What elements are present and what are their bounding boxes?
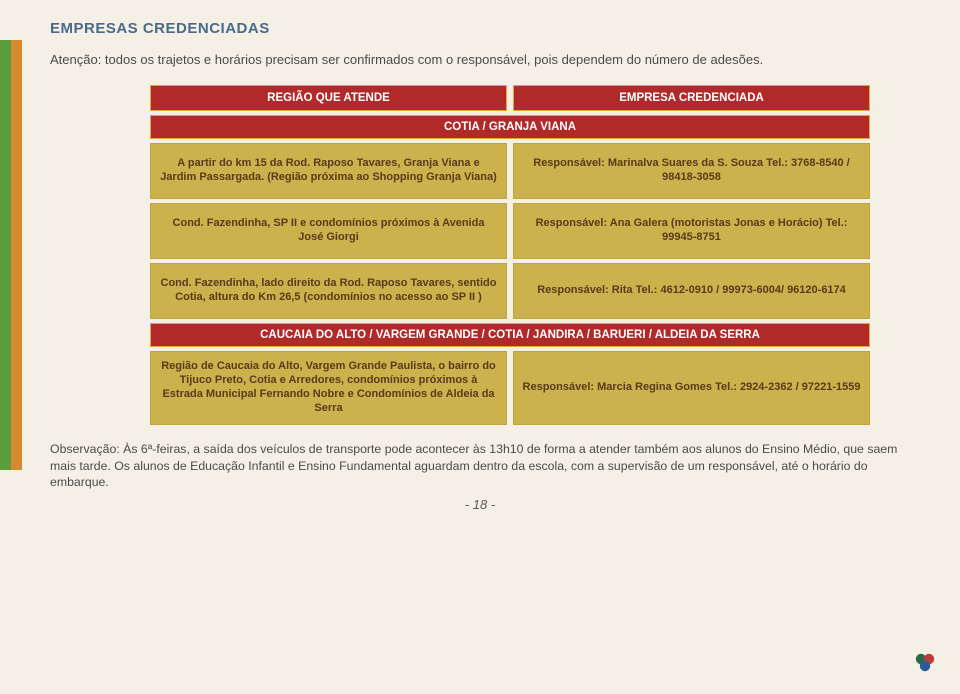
region-cell: Região de Caucaia do Alto, Vargem Grande… <box>150 351 507 425</box>
companies-table: REGIÃO QUE ATENDE EMPRESA CREDENCIADA CO… <box>150 85 870 425</box>
footer-note: Observação: Às 6ª-feiras, a saída dos ve… <box>50 441 910 491</box>
table-row: Região de Caucaia do Alto, Vargem Grande… <box>150 351 870 425</box>
table-header-row: REGIÃO QUE ATENDE EMPRESA CREDENCIADA <box>150 85 870 111</box>
school-logo-icon <box>912 650 938 676</box>
table-row: A partir do km 15 da Rod. Raposo Tavares… <box>150 143 870 199</box>
intro-text: Atenção: todos os trajetos e horários pr… <box>50 51 910 69</box>
table-row: Cond. Fazendinha, lado direito da Rod. R… <box>150 263 870 319</box>
company-cell: Responsável: Ana Galera (motoristas Jona… <box>513 203 870 259</box>
table-row: Cond. Fazendinha, SP II e condomínios pr… <box>150 203 870 259</box>
decorative-left-stripe <box>0 40 22 470</box>
company-cell: Responsável: Marinalva Suares da S. Souz… <box>513 143 870 199</box>
section-1-label: COTIA / GRANJA VIANA <box>150 115 870 139</box>
header-company: EMPRESA CREDENCIADA <box>513 85 870 111</box>
region-cell: A partir do km 15 da Rod. Raposo Tavares… <box>150 143 507 199</box>
region-cell: Cond. Fazendinha, lado direito da Rod. R… <box>150 263 507 319</box>
company-cell: Responsável: Marcia Regina Gomes Tel.: 2… <box>513 351 870 425</box>
section-2-label: CAUCAIA DO ALTO / VARGEM GRANDE / COTIA … <box>150 323 870 347</box>
section-row-2: CAUCAIA DO ALTO / VARGEM GRANDE / COTIA … <box>150 323 870 347</box>
header-region: REGIÃO QUE ATENDE <box>150 85 507 111</box>
page-title: EMPRESAS CREDENCIADAS <box>50 20 910 37</box>
page-content: EMPRESAS CREDENCIADAS Atenção: todos os … <box>0 0 960 522</box>
region-cell: Cond. Fazendinha, SP II e condomínios pr… <box>150 203 507 259</box>
page-number: - 18 - <box>50 497 910 512</box>
section-row-1: COTIA / GRANJA VIANA <box>150 115 870 139</box>
company-cell: Responsável: Rita Tel.: 4612-0910 / 9997… <box>513 263 870 319</box>
